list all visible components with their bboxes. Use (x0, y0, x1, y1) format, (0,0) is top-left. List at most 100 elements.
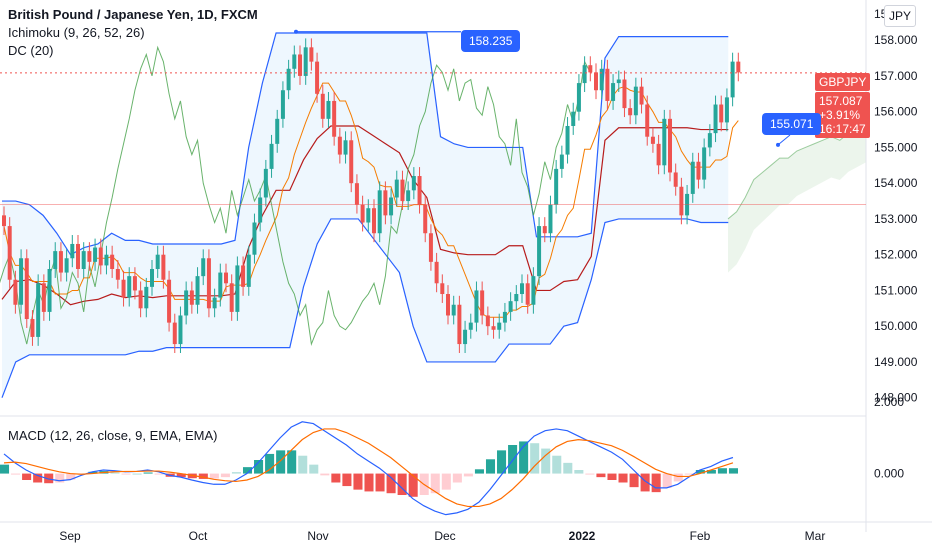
candle-body (713, 104, 718, 134)
candle-body (115, 268, 120, 280)
candle-body (730, 61, 735, 98)
macd-histogram-bar (121, 473, 131, 475)
macd-histogram-bar (541, 448, 551, 474)
macd-histogram-bar (220, 473, 230, 478)
price-tick-label: 154.000 (874, 176, 918, 190)
symbol-price-tag: GBPJPY (815, 73, 871, 91)
bar-countdown: 16:17:47 (819, 122, 866, 136)
candle-body (605, 68, 610, 101)
currency-button[interactable]: JPY (884, 5, 916, 27)
donchian-upper (2, 32, 729, 256)
macd-histogram-bar (519, 441, 529, 474)
candle-body (622, 79, 627, 109)
time-tick-label: Nov (307, 529, 328, 543)
candle-body (24, 258, 29, 320)
candle-body (269, 143, 274, 169)
candle-body (292, 54, 297, 69)
macd-histogram-bar (497, 450, 507, 474)
price-tick-label: 157.000 (874, 69, 918, 83)
candle-body (303, 47, 308, 76)
macd-histogram-bar (662, 473, 672, 488)
macd-pane (0, 421, 738, 516)
candle-body (360, 204, 365, 223)
macd-histogram-bar (728, 468, 738, 474)
macd-histogram-bar (254, 460, 264, 474)
candle-body (320, 93, 325, 119)
candle-body (576, 83, 581, 112)
macd-histogram-bar (397, 473, 407, 495)
price-tick-label: 158.000 (874, 33, 918, 47)
macd-histogram-bar (618, 473, 628, 483)
candle-body (195, 276, 200, 305)
candle-body (394, 179, 399, 198)
macd-legend[interactable]: MACD (12, 26, close, 9, EMA, EMA) (8, 428, 218, 443)
candle-body (258, 197, 263, 223)
macd-histogram-bar (596, 473, 606, 478)
candle-body (582, 65, 587, 84)
symbol-title[interactable]: British Pound / Japanese Yen, 1D, FXCM (8, 7, 258, 22)
price-tick-label: 156.000 (874, 105, 918, 119)
candle-body (275, 118, 280, 144)
candle-body (679, 186, 684, 216)
symbol-name: GBPJPY (819, 75, 867, 89)
macd-histogram-bar (364, 473, 374, 492)
macd-histogram-bar (640, 473, 650, 492)
time-tick-label: Feb (690, 529, 711, 543)
donchian-channel (1, 32, 729, 398)
high-callout[interactable]: 158.235 (461, 30, 521, 52)
macd-histogram-bar (485, 459, 496, 474)
candle-body (81, 251, 86, 269)
macd-histogram-bar (342, 473, 352, 487)
chikou-line (0, 45, 591, 346)
macd-histogram-bar (176, 473, 186, 478)
ichimoku-legend[interactable]: Ichimoku (9, 26, 52, 26) (8, 25, 145, 40)
candle-body (633, 86, 638, 116)
macd-histogram-bar (651, 473, 661, 493)
high-point (294, 29, 298, 34)
dc-legend[interactable]: DC (20) (8, 43, 54, 58)
candle-body (246, 254, 251, 287)
future-cloud (728, 125, 866, 273)
candlestick-series (2, 38, 741, 354)
candle-body (110, 254, 115, 269)
candle-body (252, 222, 257, 255)
macd-histogram-bar (33, 473, 43, 483)
candle-body (315, 61, 320, 94)
macd-histogram-bar (143, 472, 153, 474)
candle-body (645, 104, 650, 137)
candle-body (218, 272, 223, 298)
candle-body (201, 258, 206, 277)
candle-body (502, 311, 507, 323)
macd-histogram-bar (132, 473, 142, 475)
candle-body (736, 61, 741, 73)
candle-body (263, 168, 268, 198)
projection-callout[interactable]: 155.071 (762, 113, 822, 135)
candle-body (491, 326, 496, 330)
macd-histogram-bar (154, 473, 164, 475)
candle-body (696, 161, 701, 180)
candle-body (280, 90, 285, 119)
candle-body (58, 251, 63, 273)
candle-body (298, 54, 302, 76)
candle-body (707, 133, 712, 148)
candle-body (229, 283, 234, 312)
candle-body (47, 268, 52, 312)
candle-body (53, 251, 58, 269)
candle-body (474, 290, 479, 323)
candle-body (650, 136, 655, 144)
macd-histogram-bar (386, 473, 396, 494)
candle-body (559, 154, 564, 169)
donchian-fill (2, 33, 729, 398)
time-tick-label: Mar (805, 529, 826, 543)
macd-histogram-bar (88, 471, 98, 474)
candle-body (41, 283, 46, 312)
candle-body (434, 261, 439, 284)
time-tick-label: 2022 (569, 529, 596, 543)
candle-body (93, 247, 98, 262)
macd-histogram-bar (11, 473, 21, 475)
candle-body (309, 47, 314, 62)
macd-histogram-bar (430, 473, 440, 494)
candle-body (417, 176, 422, 205)
